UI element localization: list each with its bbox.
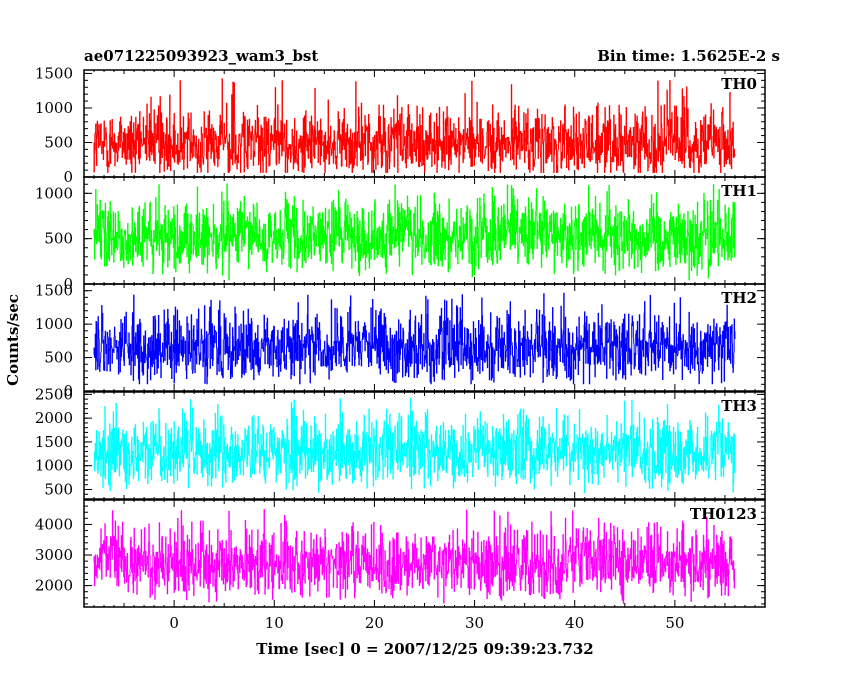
- series-th0123-line: [93, 509, 736, 604]
- y-tick-label: 500: [44, 480, 73, 498]
- y-tick-label: 2000: [35, 409, 73, 427]
- y-tick-label: 1500: [35, 282, 73, 300]
- y-tick-label: 1000: [35, 315, 73, 333]
- bin-time-label: Bin time: 1.5625E-2 s: [597, 47, 780, 65]
- panel-label-th3: TH3: [721, 397, 757, 415]
- y-tick-label: 1000: [35, 457, 73, 475]
- panel-label-th0: TH0: [721, 75, 757, 93]
- y-tick-label: 0: [63, 382, 73, 400]
- x-tick-label: 0: [169, 614, 179, 632]
- x-tick-label: 10: [265, 614, 284, 632]
- panel-th0: 0 500 1000 1500 TH0: [35, 64, 766, 186]
- x-tick-label: 30: [465, 614, 484, 632]
- y-tick-label: 2500: [35, 385, 73, 403]
- x-axis-label: Time [sec] 0 = 2007/12/25 09:39:23.732: [256, 640, 593, 658]
- x-tick-label: 50: [665, 614, 684, 632]
- y-tick-label: 500: [44, 349, 73, 367]
- y-tick-label: 1000: [35, 99, 73, 117]
- y-tick-label: 1500: [35, 433, 73, 451]
- x-tick-label: 40: [565, 614, 584, 632]
- y-tick-label: 0: [63, 275, 73, 293]
- panel-label-th2: TH2: [721, 289, 757, 307]
- panel-label-th0123: TH0123: [690, 505, 757, 523]
- series-th2-line: [93, 292, 736, 385]
- y-tick-label: 1000: [35, 184, 73, 202]
- panel-label-th1: TH1: [721, 182, 757, 200]
- series-th3-line: [93, 398, 736, 494]
- y-tick-label: 1500: [35, 64, 73, 82]
- panel-th3: 500 1000 1500 2000 2500 TH3: [35, 385, 766, 500]
- y-tick-label: 0: [63, 168, 73, 186]
- y-tick-label: 2000: [35, 577, 73, 595]
- series-th1-line: [93, 183, 736, 281]
- series-th0-line: [93, 78, 736, 173]
- panel-th0123: 2000 3000 4000 TH0123: [35, 499, 766, 608]
- panel-th2: 0 500 1000 1500 TH2: [35, 282, 766, 400]
- panel-th1: 0 500 1000 TH1: [35, 176, 766, 293]
- y-tick-label: 4000: [35, 515, 73, 533]
- y-axis-label: Counts/sec: [4, 294, 22, 386]
- y-tick-label: 3000: [35, 546, 73, 564]
- y-tick-label: 500: [44, 230, 73, 248]
- chart-title: ae071225093923_wam3_bst: [84, 47, 318, 65]
- x-tick-label: 20: [365, 614, 384, 632]
- y-tick-label: 500: [44, 133, 73, 151]
